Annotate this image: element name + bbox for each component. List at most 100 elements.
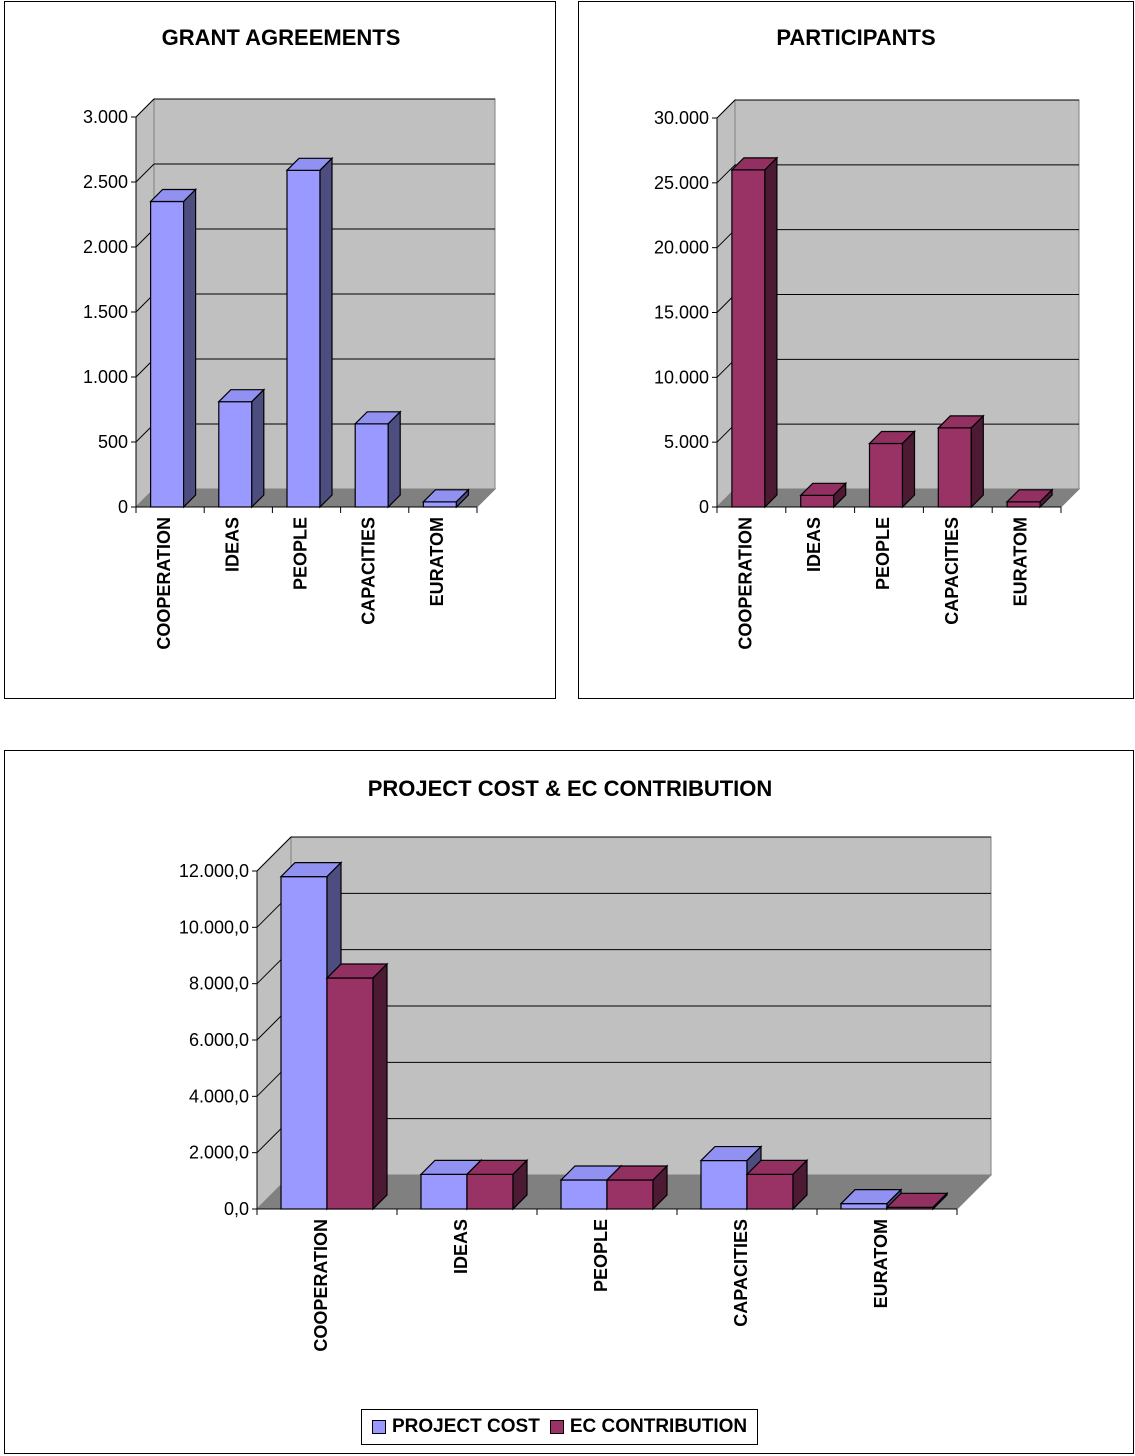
bar-ideas-ec-contribution-front xyxy=(466,1173,514,1210)
bar-ideas-project-cost-front xyxy=(420,1173,468,1210)
bar-capacities xyxy=(353,410,402,509)
bar-people-project-cost-front xyxy=(560,1179,608,1210)
bar-people-front xyxy=(868,442,904,508)
chart-title: PROJECT COST & EC CONTRIBUTION xyxy=(368,776,773,801)
x-tick-label: IDEAS xyxy=(451,1219,471,1274)
y-tick-label: 6.000,0 xyxy=(189,1030,249,1050)
bar-people xyxy=(868,430,916,509)
y-tick-label: 2.500 xyxy=(83,172,128,192)
bar-capacities-side xyxy=(970,414,984,509)
bar-ideas-front xyxy=(218,401,253,508)
y-tick-label: 12.000,0 xyxy=(179,861,249,881)
bar-cooperation-ec-contribution-side xyxy=(372,962,388,1211)
bar-ideas-side xyxy=(251,388,265,509)
bar-cooperation xyxy=(730,156,779,509)
bar-euratom-front xyxy=(422,501,457,508)
bar-euratom-side xyxy=(455,488,469,509)
chart-title: PARTICIPANTS xyxy=(776,25,935,50)
bar-capacities-front xyxy=(354,423,389,508)
bar-capacities-ec-contribution-front xyxy=(746,1173,794,1210)
chart-panel-project-cost: PROJECT COST & EC CONTRIBUTION 0,0 2.000,0… xyxy=(4,750,1134,1454)
y-tick-label: 0 xyxy=(118,497,128,517)
x-tick-label: PEOPLE xyxy=(591,1219,611,1292)
y-tick-label: 3.000 xyxy=(83,107,128,127)
bar-ideas-ec-contribution xyxy=(465,1158,529,1211)
chart-legend: PROJECT COST EC CONTRIBUTION xyxy=(361,1409,759,1445)
bar-people-side xyxy=(319,156,333,509)
bar-euratom-side xyxy=(1039,488,1053,509)
bar-ideas xyxy=(217,388,266,509)
legend-item-ec-contribution: EC CONTRIBUTION xyxy=(549,1416,748,1438)
bar-cooperation-front xyxy=(150,200,185,508)
bar-cooperation-project-cost-front xyxy=(280,876,328,1210)
bar-people-ec-contribution-side xyxy=(652,1164,668,1211)
chart-title: GRANT AGREEMENTS xyxy=(162,25,401,50)
bar-people-ec-contribution-front xyxy=(606,1179,654,1210)
bar-euratom-project-cost xyxy=(839,1188,903,1211)
y-tick-label: 15.000 xyxy=(654,303,709,323)
x-tick-label: EURATOM xyxy=(871,1219,891,1308)
x-tick-label: EURATOM xyxy=(427,517,447,606)
x-tick-label: COOPERATION xyxy=(311,1219,331,1352)
legend-swatch-project-cost xyxy=(372,1420,386,1434)
y-tick-label: 8.000,0 xyxy=(189,974,249,994)
bar-capacities-ec-contribution-side xyxy=(792,1158,808,1211)
legend-item-project-cost: PROJECT COST xyxy=(372,1416,540,1438)
y-tick-label: 10.000,0 xyxy=(179,917,249,937)
gridline-side xyxy=(716,99,736,119)
x-tick-label: IDEAS xyxy=(804,517,824,572)
y-tick-label: 0 xyxy=(699,497,709,517)
bar-euratom-ec-contribution xyxy=(885,1191,949,1211)
y-tick-label: 1.000 xyxy=(83,367,128,387)
bar-capacities-front xyxy=(937,427,972,508)
y-tick-label: 4.000,0 xyxy=(189,1086,249,1106)
x-tick-label: PEOPLE xyxy=(291,517,311,590)
bar-euratom xyxy=(1005,488,1054,509)
bar-people-ec-contribution xyxy=(605,1164,669,1211)
bar-euratom-front xyxy=(1006,501,1041,508)
x-tick-label: PEOPLE xyxy=(873,517,893,590)
chart-participants: PARTICIPANTS 0 5.000 10.000 15.000 20.000 25.0… xyxy=(654,25,1081,650)
x-tick-label: CAPACITIES xyxy=(942,517,962,625)
y-tick-label: 10.000 xyxy=(654,367,709,387)
bar-cooperation-side xyxy=(764,156,778,509)
bar-capacities-project-cost-front xyxy=(700,1159,748,1210)
y-tick-label: 5.000 xyxy=(664,432,709,452)
bar-people-side xyxy=(901,430,916,509)
x-tick-label: COOPERATION xyxy=(154,517,174,650)
x-tick-label: COOPERATION xyxy=(735,517,755,650)
bar-euratom-project-cost-front xyxy=(840,1203,888,1210)
bar-cooperation-ec-contribution-front xyxy=(326,977,374,1210)
y-tick-label: 20.000 xyxy=(654,238,709,258)
legend-swatch-ec-contribution xyxy=(549,1420,564,1434)
bar-cooperation-ec-contribution xyxy=(325,962,389,1211)
bar-cooperation-front xyxy=(731,169,766,508)
x-tick-label: CAPACITIES xyxy=(359,517,379,625)
gridline-side xyxy=(716,164,736,184)
bar-capacities-project-cost xyxy=(699,1145,763,1211)
bar-ideas-front xyxy=(800,494,835,508)
x-tick-label: EURATOM xyxy=(1011,517,1031,606)
chart-project-cost: PROJECT COST & EC CONTRIBUTION 0,0 2.000,0… xyxy=(179,776,993,1352)
bar-euratom xyxy=(421,488,470,509)
x-tick-label: CAPACITIES xyxy=(731,1219,751,1327)
bar-cooperation xyxy=(149,188,198,509)
bar-people xyxy=(285,156,334,509)
gridline-side xyxy=(135,163,155,183)
bar-ideas xyxy=(799,481,848,509)
bar-euratom-ec-contribution-side xyxy=(932,1191,948,1211)
chart-panel-participants: PARTICIPANTS 0 5.000 10.000 15.000 20.000 25.0… xyxy=(578,1,1134,699)
y-tick-label: 25.000 xyxy=(654,173,709,193)
y-tick-label: 2.000 xyxy=(83,237,128,257)
legend-label-project-cost: PROJECT COST xyxy=(392,1416,540,1437)
y-tick-label: 2.000,0 xyxy=(189,1143,249,1163)
chart-grant-agreements: GRANT AGREEMENTS 0 500 1.000 1.500 2.000 2.500… xyxy=(83,25,497,650)
bar-ideas-side xyxy=(833,481,847,509)
legend-label-ec-contribution: EC CONTRIBUTION xyxy=(569,1416,748,1437)
chart-panel-grant-agreements: GRANT AGREEMENTS 0 500 1.000 1.500 2.000 2.500… xyxy=(4,1,556,699)
gridline-side xyxy=(135,98,155,118)
bar-capacities xyxy=(936,414,985,509)
bar-capacities-ec-contribution xyxy=(745,1158,809,1211)
bar-ideas-ec-contribution-side xyxy=(512,1158,528,1211)
bar-cooperation-side xyxy=(183,188,197,509)
